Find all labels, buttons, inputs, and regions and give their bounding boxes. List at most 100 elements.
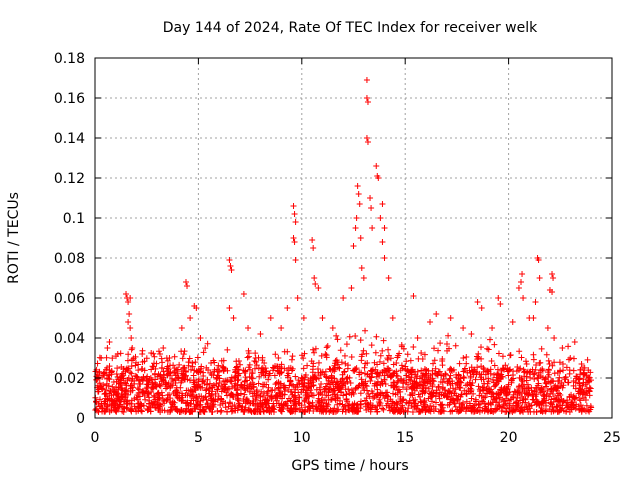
data-point bbox=[125, 299, 132, 305]
data-point bbox=[336, 383, 343, 390]
data-point bbox=[378, 390, 385, 397]
data-point bbox=[514, 391, 521, 398]
data-point bbox=[356, 201, 363, 207]
data-point bbox=[397, 396, 404, 403]
data-point bbox=[370, 395, 377, 402]
data-point bbox=[125, 319, 132, 325]
data-point bbox=[484, 368, 491, 375]
data-point bbox=[489, 325, 496, 331]
data-point bbox=[322, 385, 329, 392]
data-point bbox=[152, 365, 159, 372]
data-point bbox=[426, 406, 433, 413]
data-point bbox=[460, 354, 467, 361]
data-point bbox=[371, 359, 378, 366]
data-point bbox=[158, 364, 165, 371]
data-point bbox=[294, 381, 301, 388]
data-point bbox=[258, 388, 265, 395]
data-point bbox=[205, 367, 212, 374]
data-point bbox=[331, 391, 338, 398]
data-point bbox=[533, 408, 540, 415]
data-point bbox=[399, 365, 406, 372]
data-point bbox=[339, 401, 346, 408]
data-point bbox=[300, 355, 307, 362]
data-point bbox=[109, 355, 116, 362]
data-point bbox=[484, 367, 491, 374]
data-point bbox=[329, 325, 336, 331]
data-point bbox=[506, 408, 513, 415]
data-point bbox=[373, 380, 380, 387]
data-point bbox=[418, 349, 425, 356]
data-point bbox=[353, 215, 360, 221]
data-point bbox=[390, 384, 397, 391]
data-point bbox=[365, 391, 372, 398]
data-point bbox=[334, 378, 341, 385]
data-point bbox=[545, 373, 552, 380]
data-point bbox=[336, 365, 343, 372]
data-point bbox=[200, 396, 207, 403]
data-point bbox=[343, 396, 350, 403]
data-point bbox=[368, 342, 375, 349]
data-point bbox=[235, 358, 242, 365]
data-point bbox=[250, 384, 257, 391]
data-point bbox=[168, 381, 175, 388]
data-point bbox=[311, 275, 318, 281]
data-point bbox=[572, 385, 579, 392]
data-point bbox=[520, 295, 527, 301]
data-point bbox=[418, 367, 425, 374]
data-point bbox=[227, 378, 234, 385]
data-point bbox=[407, 357, 414, 364]
data-point bbox=[363, 135, 370, 141]
data-point bbox=[310, 360, 317, 367]
data-point bbox=[275, 392, 282, 399]
data-point bbox=[217, 408, 224, 415]
data-point bbox=[197, 406, 204, 413]
data-point bbox=[172, 367, 179, 374]
data-point bbox=[241, 391, 248, 398]
data-point bbox=[204, 340, 211, 347]
data-point bbox=[516, 408, 523, 415]
data-point bbox=[128, 382, 135, 389]
data-point bbox=[305, 399, 312, 406]
data-point bbox=[322, 351, 329, 358]
data-point bbox=[178, 348, 185, 355]
data-point bbox=[502, 408, 509, 415]
data-point bbox=[177, 384, 184, 391]
data-point bbox=[246, 388, 253, 395]
data-point bbox=[185, 362, 192, 369]
data-point bbox=[429, 382, 436, 389]
data-point bbox=[503, 391, 510, 398]
data-point bbox=[527, 368, 534, 375]
data-point bbox=[414, 382, 421, 389]
data-point bbox=[211, 366, 218, 373]
data-point bbox=[544, 325, 551, 331]
data-point bbox=[250, 398, 257, 405]
data-point bbox=[476, 404, 483, 411]
data-point bbox=[308, 389, 315, 396]
data-point bbox=[109, 383, 116, 390]
data-point bbox=[571, 339, 578, 345]
data-point bbox=[153, 360, 160, 367]
data-point bbox=[559, 345, 566, 351]
data-point bbox=[420, 398, 427, 405]
x-tick-label: 0 bbox=[91, 430, 100, 446]
data-point bbox=[302, 396, 309, 403]
data-point bbox=[551, 335, 558, 341]
data-point bbox=[197, 368, 204, 375]
data-point bbox=[489, 376, 496, 383]
data-point bbox=[311, 349, 318, 356]
data-point bbox=[517, 405, 524, 412]
data-point bbox=[385, 352, 392, 359]
data-point bbox=[414, 335, 421, 341]
data-point bbox=[447, 381, 454, 388]
data-point bbox=[517, 397, 524, 404]
data-point bbox=[228, 267, 235, 273]
data-point bbox=[284, 305, 291, 311]
data-point bbox=[296, 394, 303, 401]
data-point bbox=[515, 401, 522, 408]
data-point bbox=[431, 357, 438, 364]
data-point bbox=[100, 381, 107, 388]
data-point bbox=[155, 371, 162, 378]
data-point bbox=[227, 392, 234, 399]
data-point bbox=[545, 357, 552, 364]
y-tick-label: 0 bbox=[76, 411, 85, 427]
